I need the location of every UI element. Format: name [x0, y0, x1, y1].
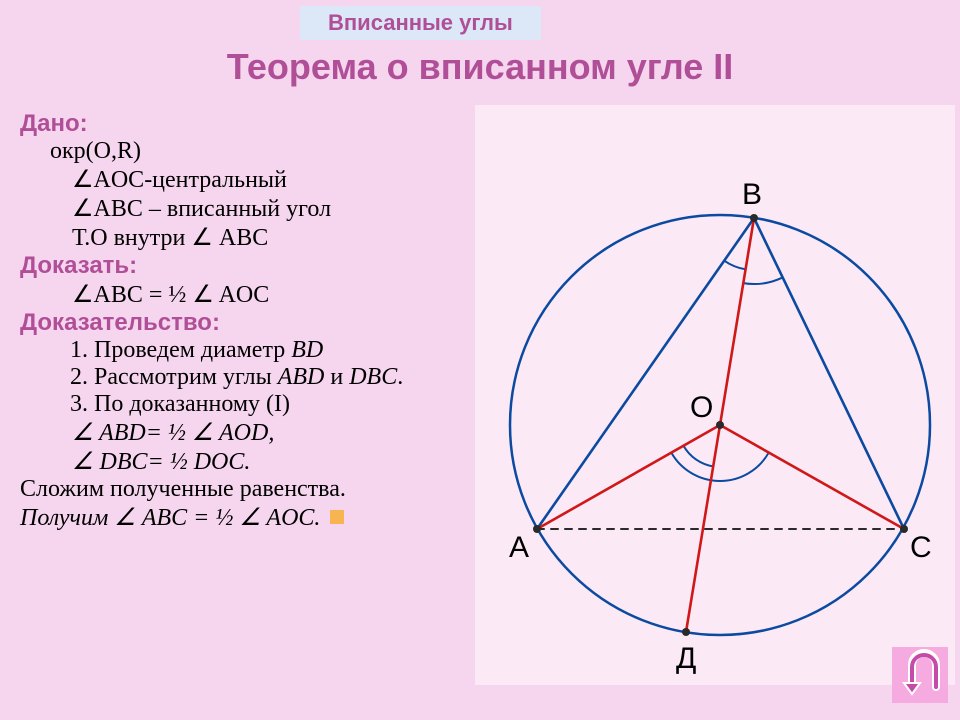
svg-text:Д: Д — [676, 642, 696, 675]
given-line: окр(O,R) — [20, 138, 490, 165]
given-line: ∠AOC-центральный — [20, 165, 490, 194]
prove-heading: Доказать: — [20, 252, 490, 280]
svg-text:O: O — [690, 391, 713, 424]
geometry-figure: B O A C Д — [475, 105, 955, 685]
svg-text:C: C — [910, 531, 932, 564]
prove-line: ∠ABC = ½ ∠ AOC — [20, 280, 490, 309]
svg-text:A: A — [509, 531, 529, 564]
proof-summary: Сложим полученные равенства. — [20, 476, 490, 503]
proof-step-text: Проведем диаметр BD — [94, 337, 323, 363]
proof-step: 3. По доказанному (I) — [20, 391, 490, 418]
proof-relation: ∠ DBC= ½ DOC. — [20, 447, 490, 476]
proof-final-text: Получим ∠ ABC = ½ ∠ AOC. — [20, 505, 320, 531]
given-line: ∠ABC – вписанный угол — [20, 194, 490, 223]
back-button[interactable] — [892, 647, 948, 708]
theorem-title: Теорема о вписанном угле II — [0, 46, 960, 88]
given-line: Т.O внутри ∠ ABC — [20, 223, 490, 252]
u-turn-arrow-icon — [892, 647, 948, 703]
proof-heading: Доказательство: — [20, 309, 490, 337]
proof-body: Дано: окр(O,R) ∠AOC-центральный ∠ABC – в… — [20, 110, 490, 532]
svg-text:B: B — [742, 178, 762, 211]
proof-step: 1. Проведем диаметр BD — [20, 337, 490, 364]
proof-summary: Получим ∠ ABC = ½ ∠ AOC. — [20, 503, 490, 532]
proof-step-text: Рассмотрим углы ABD и DBC. — [94, 364, 403, 390]
proof-end-marker-icon — [330, 510, 344, 524]
proof-step: 2. Рассмотрим углы ABD и DBC. — [20, 364, 490, 391]
proof-step-text: По доказанному (I) — [94, 391, 290, 417]
proof-relation: ∠ ABD= ½ ∠ AOD, — [20, 418, 490, 447]
given-heading: Дано: — [20, 110, 490, 138]
topic-banner: Вписанные углы — [300, 6, 541, 40]
